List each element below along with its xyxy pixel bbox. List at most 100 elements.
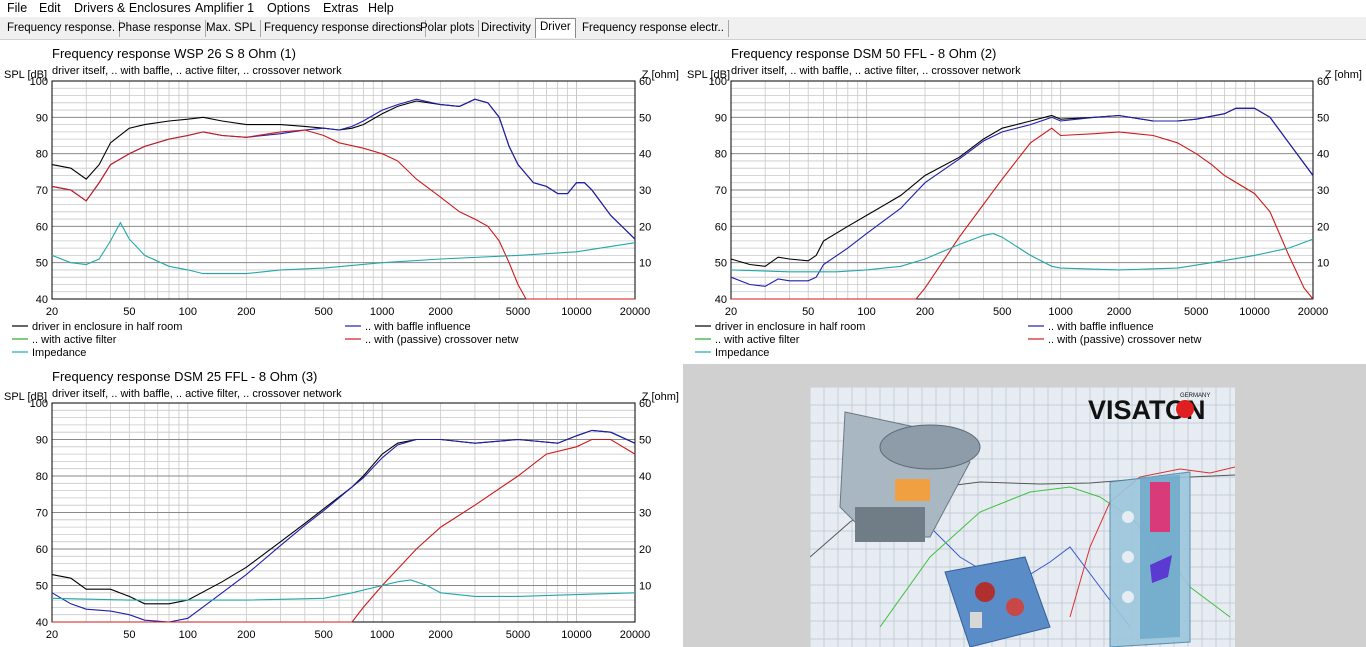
y2-axis-label: Z [ohm] [642, 69, 679, 81]
legend-label-driver: driver in enclosure in half room [715, 321, 865, 333]
x-tick-label: 500 [993, 306, 1011, 318]
x-tick-label: 10000 [561, 306, 592, 318]
y2-tick-label: 20 [1317, 221, 1329, 233]
chart-title: Frequency response WSP 26 S 8 Ohm (1) [52, 46, 296, 61]
series-impedance [51, 221, 636, 275]
y2-tick-label: 10 [639, 258, 651, 270]
y2-tick-label: 30 [639, 185, 651, 197]
y2-tick-label: 50 [639, 435, 651, 447]
enclosure-graphic [1109, 471, 1191, 647]
visaton-logo-sub: GERMANY [1180, 393, 1210, 399]
chart-subtitle: driver itself, .. with baffle, .. active… [731, 65, 1021, 77]
series-impedance [51, 579, 636, 601]
series-baffle [730, 107, 1314, 287]
menu-help[interactable]: Help [368, 1, 394, 15]
y-tick-label: 100 [709, 76, 727, 88]
y-tick-label: 100 [30, 76, 48, 88]
y-tick-label: 70 [715, 185, 727, 197]
legend-label-crossover: .. with (passive) crossover netw [1048, 334, 1201, 346]
legend-label-baffle: .. with baffle influence [1048, 321, 1154, 333]
menu-edit[interactable]: Edit [39, 1, 61, 15]
tab-bar: Frequency response. Phase response Max. SP… [0, 17, 1366, 40]
chart-title: Frequency response DSM 25 FFL - 8 Ohm (3… [52, 369, 317, 384]
y2-tick-label: 50 [639, 112, 651, 124]
plot-frame [51, 80, 636, 300]
y-tick-label: 90 [36, 435, 48, 447]
menu-drivers-enclosures[interactable]: Drivers & Enclosures [74, 1, 191, 15]
series-crossover [51, 129, 635, 300]
y-tick-label: 90 [36, 112, 48, 124]
chart-subtitle: driver itself, .. with baffle, .. active… [52, 388, 342, 400]
legend-label-impedance: Impedance [32, 347, 86, 359]
chart-wsp26s: Frequency response WSP 26 S 8 Ohm (1) dri… [0, 40, 683, 363]
y2-tick-label: 10 [1317, 258, 1329, 270]
tab-phase-response[interactable]: Phase response [114, 20, 207, 37]
x-tick-label: 20000 [620, 306, 651, 318]
y-tick-label: 40 [36, 617, 48, 629]
menu-file[interactable]: File [7, 1, 28, 15]
series-impedance [730, 233, 1314, 273]
x-tick-label: 200 [916, 306, 934, 318]
tab-directivity[interactable]: Directivity [477, 20, 536, 37]
tab-driver[interactable]: Driver [535, 18, 576, 38]
crossover-board-graphic [944, 556, 1051, 647]
x-tick-label: 20 [46, 306, 58, 318]
plot-frame [730, 80, 1314, 300]
tab-frequency-response-electr[interactable]: Frequency response electr.. [578, 20, 729, 37]
legend: driver in enclosure in half room.. with … [12, 321, 518, 359]
y-tick-label: 70 [36, 508, 48, 520]
menu-options[interactable]: Options [267, 1, 311, 15]
y-tick-label: 40 [36, 294, 48, 306]
menu-amplifier-1[interactable]: Amplifier 1 [195, 1, 255, 15]
tab-max-spl[interactable]: Max. SPL [202, 20, 261, 37]
x-tick-label: 200 [237, 306, 255, 318]
y2-tick-label: 40 [639, 471, 651, 483]
chart-svg: Frequency response WSP 26 S 8 Ohm (1) dri… [4, 46, 679, 359]
x-tick-label: 500 [314, 629, 332, 641]
tab-frequency-response[interactable]: Frequency response. [3, 20, 121, 37]
y-tick-label: 90 [715, 112, 727, 124]
x-tick-label: 1000 [370, 306, 394, 318]
tab-frequency-response-directions[interactable]: Frequency response directions [260, 20, 427, 37]
x-tick-label: 2000 [1107, 306, 1131, 318]
x-tick-label: 5000 [506, 306, 530, 318]
y-tick-label: 100 [30, 398, 48, 410]
y-tick-label: 50 [715, 258, 727, 270]
chart-title: Frequency response DSM 50 FFL - 8 Ohm (2… [731, 46, 996, 61]
y-tick-label: 60 [36, 544, 48, 556]
y2-tick-label: 20 [639, 544, 651, 556]
y2-axis-label: Z [ohm] [1325, 69, 1362, 81]
series-driver [51, 429, 636, 605]
legend: driver in enclosure in half room .. with … [695, 321, 1201, 359]
x-tick-label: 10000 [561, 629, 592, 641]
y2-tick-label: 40 [639, 149, 651, 161]
menu-extras[interactable]: Extras [323, 1, 359, 15]
y2-tick-label: 60 [639, 76, 651, 88]
series-baffle [51, 98, 636, 240]
x-tick-label: 100 [179, 629, 197, 641]
chart-subtitle: driver itself, .. with baffle, .. active… [52, 65, 342, 77]
y2-tick-label: 10 [639, 581, 651, 593]
legend-label-crossover: .. with (passive) crossover netw [365, 334, 518, 346]
chart-svg: Frequency response DSM 50 FFL - 8 Ohm (2… [687, 46, 1362, 359]
visaton-product-image: VISATON GERMANY [810, 387, 1235, 647]
y2-tick-label: 20 [639, 221, 651, 233]
menu-bar: File Edit Drivers & Enclosures Amplifier 1 O… [0, 0, 1366, 17]
x-tick-label: 20 [725, 306, 737, 318]
y-tick-label: 80 [715, 149, 727, 161]
y2-tick-label: 30 [639, 508, 651, 520]
y-axis-label: SPL [dB] [4, 391, 47, 403]
woofer-graphic [839, 411, 981, 542]
tab-polar-plots[interactable]: Polar plots [416, 20, 480, 37]
y-axis-label: SPL [dB] [687, 69, 730, 81]
y2-tick-label: 30 [1317, 185, 1329, 197]
x-tick-label: 2000 [428, 629, 452, 641]
series-baffle [51, 429, 636, 623]
legend-label-baffle: .. with baffle influence [365, 321, 471, 333]
x-tick-label: 1000 [370, 629, 394, 641]
x-tick-label: 200 [237, 629, 255, 641]
chart-dsm50ffl: Frequency response DSM 50 FFL - 8 Ohm (2… [683, 40, 1366, 363]
x-tick-label: 100 [179, 306, 197, 318]
y-tick-label: 60 [715, 221, 727, 233]
x-tick-label: 5000 [1184, 306, 1208, 318]
